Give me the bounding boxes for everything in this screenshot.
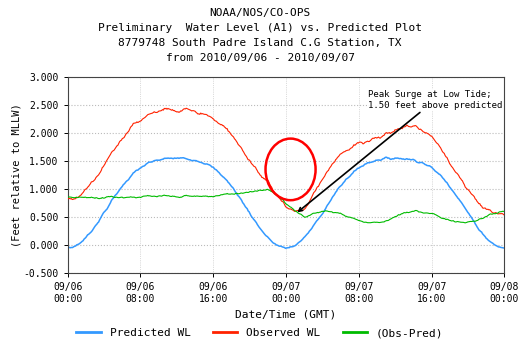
Text: Preliminary  Water Level (A1) vs. Predicted Plot: Preliminary Water Level (A1) vs. Predict… bbox=[98, 23, 422, 33]
Text: 8779748 South Padre Island C.G Station, TX: 8779748 South Padre Island C.G Station, … bbox=[118, 38, 402, 48]
Text: NOAA/NOS/CO-OPS: NOAA/NOS/CO-OPS bbox=[210, 8, 310, 18]
Text: from 2010/09/06 - 2010/09/07: from 2010/09/06 - 2010/09/07 bbox=[165, 53, 355, 63]
X-axis label: Date/Time (GMT): Date/Time (GMT) bbox=[236, 309, 336, 319]
Legend: Predicted WL, Observed WL, (Obs-Pred): Predicted WL, Observed WL, (Obs-Pred) bbox=[72, 324, 448, 343]
Y-axis label: (Feet relative to MLLW): (Feet relative to MLLW) bbox=[12, 103, 22, 247]
Text: Peak Surge at Low Tide;
1.50 feet above predicted: Peak Surge at Low Tide; 1.50 feet above … bbox=[298, 90, 502, 211]
